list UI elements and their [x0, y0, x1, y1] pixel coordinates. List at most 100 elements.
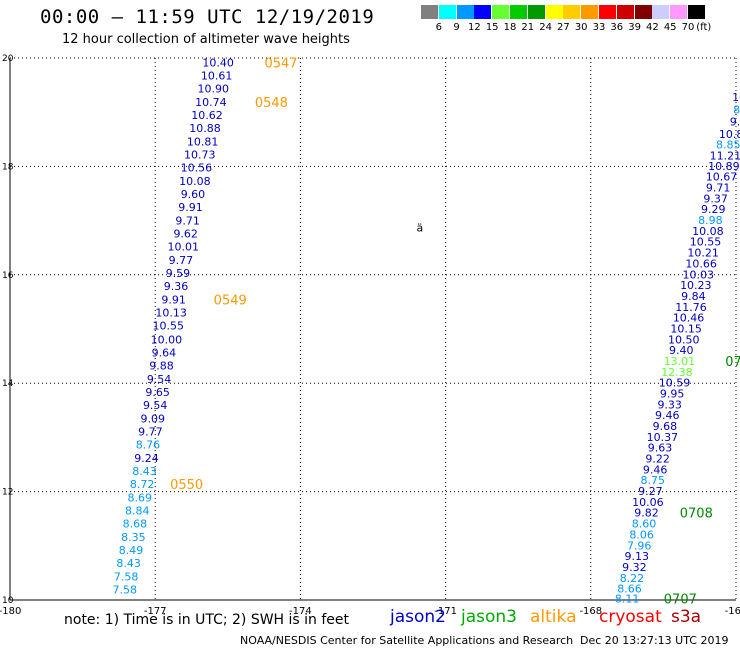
legend-swatch: [545, 5, 563, 19]
wave-height-value: 8.06: [629, 528, 654, 541]
wave-height-value: 10.40: [202, 56, 234, 69]
legend-swatch: [634, 5, 652, 19]
wave-height-value: 9.54: [147, 373, 172, 386]
legend-label: 33: [592, 22, 606, 33]
wave-height-value: 9.54: [143, 399, 168, 412]
legend-swatch: [438, 5, 456, 19]
wave-height-value: 8.22: [620, 572, 645, 585]
pass-time-label: 0709: [725, 355, 740, 370]
wave-height-value: 10.73: [184, 148, 216, 161]
lat-tick-label: 12: [2, 488, 13, 498]
wave-height-value: 9.60: [181, 188, 206, 201]
wave-height-value: 9.27: [638, 485, 663, 498]
footer-note: note: 1) Time is in UTC; 2) SWH is in fe…: [64, 612, 350, 628]
wave-height-value: 9.64: [152, 346, 177, 359]
lon-tick-label: -177: [144, 606, 167, 617]
wave-height-value: 9.65: [145, 386, 170, 399]
wave-height-value: 10.74: [195, 96, 227, 109]
wave-height-value: 8.43: [116, 557, 141, 570]
legend-swatch: [510, 5, 527, 19]
wave-height-value: 10.: [732, 91, 740, 104]
satellite-s3a: s3a: [671, 607, 702, 627]
page-subtitle: 12 hour collection of altimeter wave hei…: [62, 32, 350, 47]
wave-height-value: 10.46: [673, 312, 705, 325]
wave-height-value: 10.90: [198, 82, 230, 95]
legend-label: 6: [435, 22, 442, 33]
legend-label: 45: [663, 22, 677, 33]
wave-height-value: 9.13: [625, 550, 650, 563]
wave-height-value: 10.03: [682, 268, 714, 281]
wave-height-value: 8.66: [617, 583, 642, 596]
wave-height-value: 7.58: [112, 584, 137, 597]
wave-height-value: 8.35: [121, 531, 146, 544]
wave-height-value: 8.43: [132, 465, 157, 478]
wave-height-value: 10.00: [151, 333, 183, 346]
wave-height-value: 11.21: [710, 150, 740, 163]
wave-height-value: 9.71: [706, 182, 731, 195]
pass-time-label: 0547: [264, 56, 297, 71]
wave-height-value: 9.37: [703, 192, 728, 205]
legend-label: 36: [610, 22, 624, 33]
wave-height-value: 8.75: [641, 474, 666, 487]
lon-tick-label: -165: [725, 606, 740, 617]
wave-height-value: 8.69: [127, 492, 152, 505]
wave-height-value: 10.89: [708, 160, 740, 173]
wave-height-value: 10.50: [668, 333, 700, 346]
legend-swatch: [599, 5, 616, 19]
wave-height-value: 9.95: [660, 387, 685, 400]
wave-height-value: 8.68: [123, 518, 148, 531]
lon-tick-label: -180: [0, 606, 21, 617]
legend-swatch: [616, 5, 634, 19]
wave-height-value: 10.08: [692, 225, 724, 238]
legend-label: 27: [557, 22, 570, 33]
satellite-jason3: jason3: [461, 607, 517, 627]
wave-height-value: 8.98: [698, 214, 723, 227]
wave-height-value: 8.: [733, 103, 740, 116]
lat-tick-label: 14: [2, 379, 14, 389]
wave-height-value: 9.29: [701, 203, 726, 216]
wave-height-value: 10.8: [719, 128, 740, 141]
wave-height-value: 8.85: [716, 139, 740, 152]
wave-height-value: 9.46: [655, 409, 680, 422]
wave-height-value: 9.91: [161, 294, 186, 307]
pass-time-label: 0549: [214, 294, 247, 309]
wave-height-value: 10.15: [670, 322, 702, 335]
legend-label: 21: [521, 22, 535, 33]
timestamp: Dec 20 13:27:13 UTC 2019: [580, 634, 729, 647]
wave-height-value: 9.40: [669, 344, 694, 357]
wave-height-value: 7.96: [627, 539, 652, 552]
wave-height-value: 9.09: [141, 412, 166, 425]
wave-height-value: 9.22: [645, 453, 670, 466]
wave-height-value: 10.62: [191, 109, 223, 122]
wave-height-value: 10.61: [201, 69, 233, 82]
pass-time-label: 0550: [170, 478, 203, 493]
legend-label: 18: [503, 22, 517, 33]
lat-tick-label: 16: [2, 271, 14, 281]
wave-height-value: 10.59: [659, 377, 691, 390]
legend-swatch: [581, 5, 599, 19]
legend-swatch: [456, 5, 474, 19]
lon-tick-label: -168: [579, 606, 602, 617]
wave-height-value: 13.01: [664, 355, 696, 368]
legend-label: 42: [646, 22, 659, 33]
legend-label: 70: [681, 22, 695, 33]
wave-height-value: 9.88: [149, 359, 174, 372]
wave-height-value: 10.21: [687, 247, 719, 260]
wave-height-value: 9.33: [657, 398, 682, 411]
wave-height-value: 8.76: [136, 438, 161, 451]
legend-swatch: [527, 5, 545, 19]
pass-time-label: 0707: [664, 592, 697, 607]
legend-label: 30: [574, 22, 588, 33]
lat-tick-label: 18: [2, 162, 14, 172]
pass-time-label: 0708: [680, 507, 713, 522]
wave-height-value: 9.46: [643, 463, 668, 476]
legend-label: 12: [468, 22, 481, 33]
wave-height-value: 9.68: [653, 420, 678, 433]
legend-label: 9: [453, 22, 460, 33]
satellite-altika: altika: [530, 607, 577, 627]
wave-height-value: 8.60: [632, 518, 657, 531]
lon-tick-label: -171: [434, 606, 457, 617]
legend-swatch: [474, 5, 492, 19]
wave-height-value: 9.77: [169, 254, 194, 267]
wave-height-value: 9.32: [622, 561, 647, 574]
